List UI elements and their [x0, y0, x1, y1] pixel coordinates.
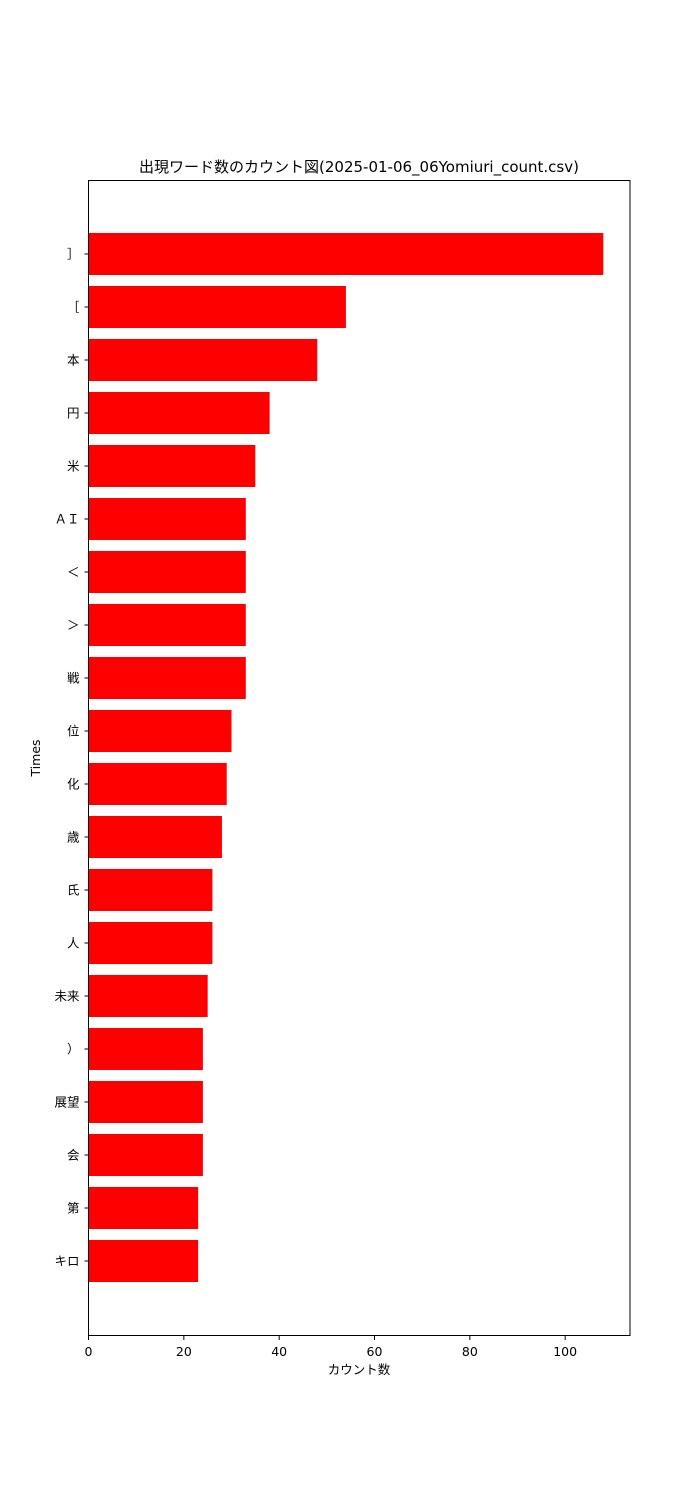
- bar: [88, 763, 227, 805]
- bar: [88, 445, 256, 487]
- y-axis-label: Times: [28, 739, 43, 777]
- x-tick-label: 20: [176, 1344, 192, 1359]
- y-tick-label: 歳: [67, 830, 80, 845]
- bar: [88, 1028, 203, 1070]
- bar: [88, 710, 232, 752]
- bar: [88, 1134, 203, 1176]
- bar: [88, 975, 208, 1017]
- x-axis-label: カウント数: [328, 1362, 391, 1377]
- bar: [88, 1240, 199, 1282]
- x-tick-label: 60: [367, 1344, 383, 1359]
- x-tick-label: 80: [462, 1344, 478, 1359]
- bar: [88, 1187, 199, 1229]
- bar: [88, 551, 246, 593]
- y-tick-label: ［: [67, 300, 80, 315]
- y-tick-label: 戦: [67, 671, 80, 686]
- bar: [88, 286, 346, 328]
- chart-title: 出現ワード数のカウント図(2025-01-06_06Yomiuri_count.…: [139, 158, 579, 177]
- x-tick-label: 0: [85, 1344, 93, 1359]
- bar: [88, 922, 213, 964]
- y-tick-label: 位: [67, 724, 80, 739]
- y-tick-label: 会: [67, 1148, 80, 1163]
- bar: [88, 233, 604, 275]
- bar: [88, 816, 222, 858]
- bar: [88, 869, 213, 911]
- bar: [88, 604, 246, 646]
- y-tick-label: 展望: [54, 1095, 79, 1110]
- y-tick-label: ＡＩ: [54, 512, 79, 527]
- y-tick-label: 第: [67, 1201, 80, 1216]
- bar: [88, 339, 318, 381]
- y-tick-label: ＜: [67, 565, 80, 580]
- y-tick-label: 化: [67, 777, 80, 792]
- bar: [88, 1081, 203, 1123]
- y-tick-label: ＞: [67, 618, 80, 633]
- y-tick-label: ］: [67, 247, 80, 262]
- y-tick-label: 円: [67, 406, 80, 421]
- bar: [88, 657, 246, 699]
- y-tick-label: 人: [67, 936, 80, 951]
- y-tick-label: 氏: [67, 883, 80, 898]
- bar: [88, 498, 246, 540]
- plot-frame: [88, 180, 631, 1336]
- x-tick-label: 100: [553, 1344, 577, 1359]
- bar: [88, 392, 270, 434]
- y-tick-label: キロ: [54, 1254, 79, 1269]
- y-tick-label: 本: [67, 353, 80, 368]
- y-tick-label: ）: [67, 1042, 80, 1057]
- x-tick-label: 40: [271, 1344, 287, 1359]
- y-tick-label: 未来: [54, 989, 80, 1004]
- y-tick-label: 米: [67, 459, 80, 474]
